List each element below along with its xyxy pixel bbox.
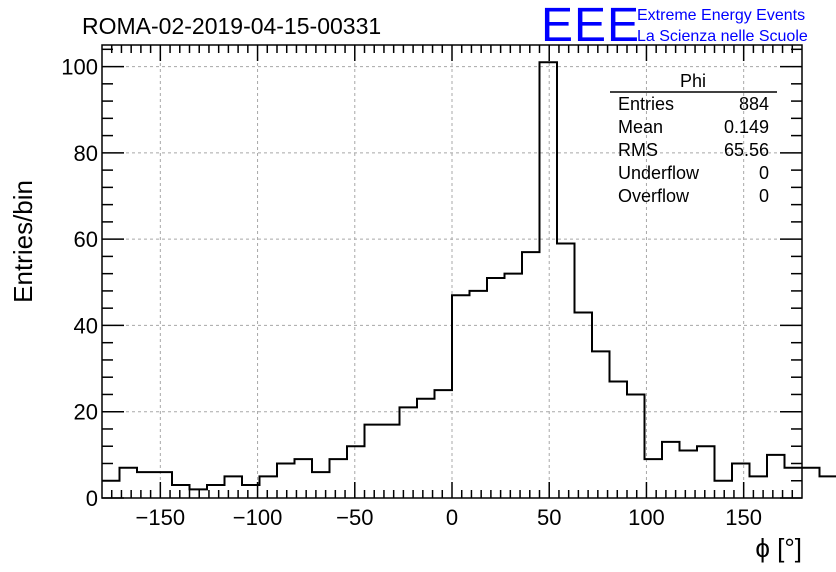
stats-rows: Entries 884 Mean 0.149 RMS 65.56 Underflow 0 Ove… [618,94,769,206]
x-tick-label: 0 [446,505,458,530]
x-tick-label: −100 [233,505,283,530]
x-axis-label: ϕ [°] [755,533,802,563]
x-tick-label: −50 [336,505,373,530]
x-tick-label: −150 [136,505,186,530]
x-tick-labels: −150 −100 −50 0 50 100 150 [136,505,762,530]
eee-logo-line2: La Scienza nelle Scuole [637,28,808,45]
stats-row-value: 0 [759,186,769,206]
stats-row-value: 0 [759,163,769,183]
stats-row-value: 884 [739,94,769,114]
grid [102,45,802,498]
stats-row-value: 65.56 [724,140,769,160]
y-tick-label: 40 [74,313,98,338]
y-tick-labels: 0 20 40 60 80 100 [61,55,98,511]
y-tick-label: 0 [86,486,98,511]
eee-logo: EEE Extreme Energy Events La Scienza nel… [541,0,808,52]
stats-row-value: 0.149 [724,117,769,137]
y-tick-label: 20 [74,400,98,425]
chart-title: ROMA-02-2019-04-15-00331 [82,13,381,39]
y-tick-label: 80 [74,141,98,166]
eee-logo-mark: EEE [541,0,640,52]
x-tick-label: 100 [628,505,665,530]
y-tick-label: 100 [61,55,98,80]
stats-row-label: Underflow [618,163,700,183]
stats-box: Phi Entries 884 Mean 0.149 RMS 65.56 Underflow… [610,71,777,206]
axis-ticks [102,45,802,499]
stats-row-label: Overflow [618,186,690,206]
histogram-series [102,61,836,491]
stats-box-title: Phi [680,71,706,91]
x-tick-label: 50 [537,505,561,530]
y-tick-label: 60 [74,227,98,252]
eee-logo-line1: Extreme Energy Events [637,7,805,24]
stats-row-label: RMS [618,140,658,160]
stats-row-label: Mean [618,117,663,137]
stats-row-label: Entries [618,94,674,114]
y-axis-label: Entries/bin [8,180,38,303]
x-tick-label: 150 [725,505,762,530]
